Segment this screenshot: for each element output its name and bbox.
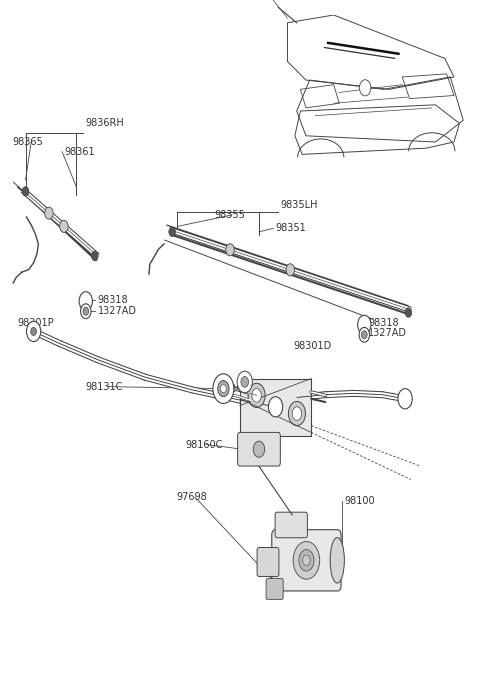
Circle shape <box>26 321 41 341</box>
Circle shape <box>288 401 305 426</box>
Circle shape <box>398 388 412 409</box>
Text: 98100: 98100 <box>344 496 375 506</box>
Circle shape <box>293 542 320 579</box>
Text: 98318: 98318 <box>97 296 128 305</box>
Ellipse shape <box>316 535 335 585</box>
Circle shape <box>268 397 283 417</box>
Circle shape <box>358 315 371 334</box>
Circle shape <box>361 331 367 339</box>
Circle shape <box>31 328 36 335</box>
Text: 9835LH: 9835LH <box>280 200 318 210</box>
Circle shape <box>286 264 295 276</box>
Text: 98160C: 98160C <box>185 439 223 450</box>
Text: 98301P: 98301P <box>17 318 54 328</box>
Circle shape <box>302 555 310 566</box>
Circle shape <box>83 307 89 315</box>
FancyBboxPatch shape <box>257 547 279 576</box>
Text: 98301D: 98301D <box>294 341 332 351</box>
Circle shape <box>81 304 91 319</box>
Circle shape <box>360 79 371 96</box>
Circle shape <box>252 388 261 402</box>
Circle shape <box>253 441 264 457</box>
Circle shape <box>213 374 234 404</box>
Text: 98365: 98365 <box>12 137 43 146</box>
Circle shape <box>218 381 229 397</box>
Circle shape <box>92 252 98 261</box>
Text: 98200: 98200 <box>219 384 250 394</box>
Circle shape <box>292 407 301 420</box>
Text: 97698: 97698 <box>176 492 207 502</box>
Circle shape <box>79 292 93 310</box>
Circle shape <box>22 187 29 196</box>
Text: 98318: 98318 <box>368 318 399 328</box>
Circle shape <box>60 220 68 232</box>
Text: 1327AD: 1327AD <box>97 306 137 316</box>
FancyBboxPatch shape <box>238 433 280 466</box>
Circle shape <box>220 385 226 392</box>
Polygon shape <box>240 379 311 436</box>
Text: 98351: 98351 <box>276 223 306 234</box>
FancyBboxPatch shape <box>266 578 283 599</box>
Circle shape <box>405 308 412 317</box>
FancyBboxPatch shape <box>275 512 307 538</box>
Ellipse shape <box>330 538 344 583</box>
Circle shape <box>359 328 370 342</box>
Text: 98361: 98361 <box>64 146 95 157</box>
Circle shape <box>299 549 314 571</box>
Text: 98355: 98355 <box>214 210 245 220</box>
Circle shape <box>226 244 234 256</box>
Text: 98131C: 98131C <box>86 381 123 392</box>
Circle shape <box>248 384 265 408</box>
Text: 9836RH: 9836RH <box>86 117 124 128</box>
FancyBboxPatch shape <box>272 530 341 591</box>
Text: 1327AD: 1327AD <box>368 328 407 339</box>
Circle shape <box>169 227 176 236</box>
Circle shape <box>237 371 252 392</box>
Circle shape <box>45 207 53 219</box>
Circle shape <box>241 377 249 387</box>
